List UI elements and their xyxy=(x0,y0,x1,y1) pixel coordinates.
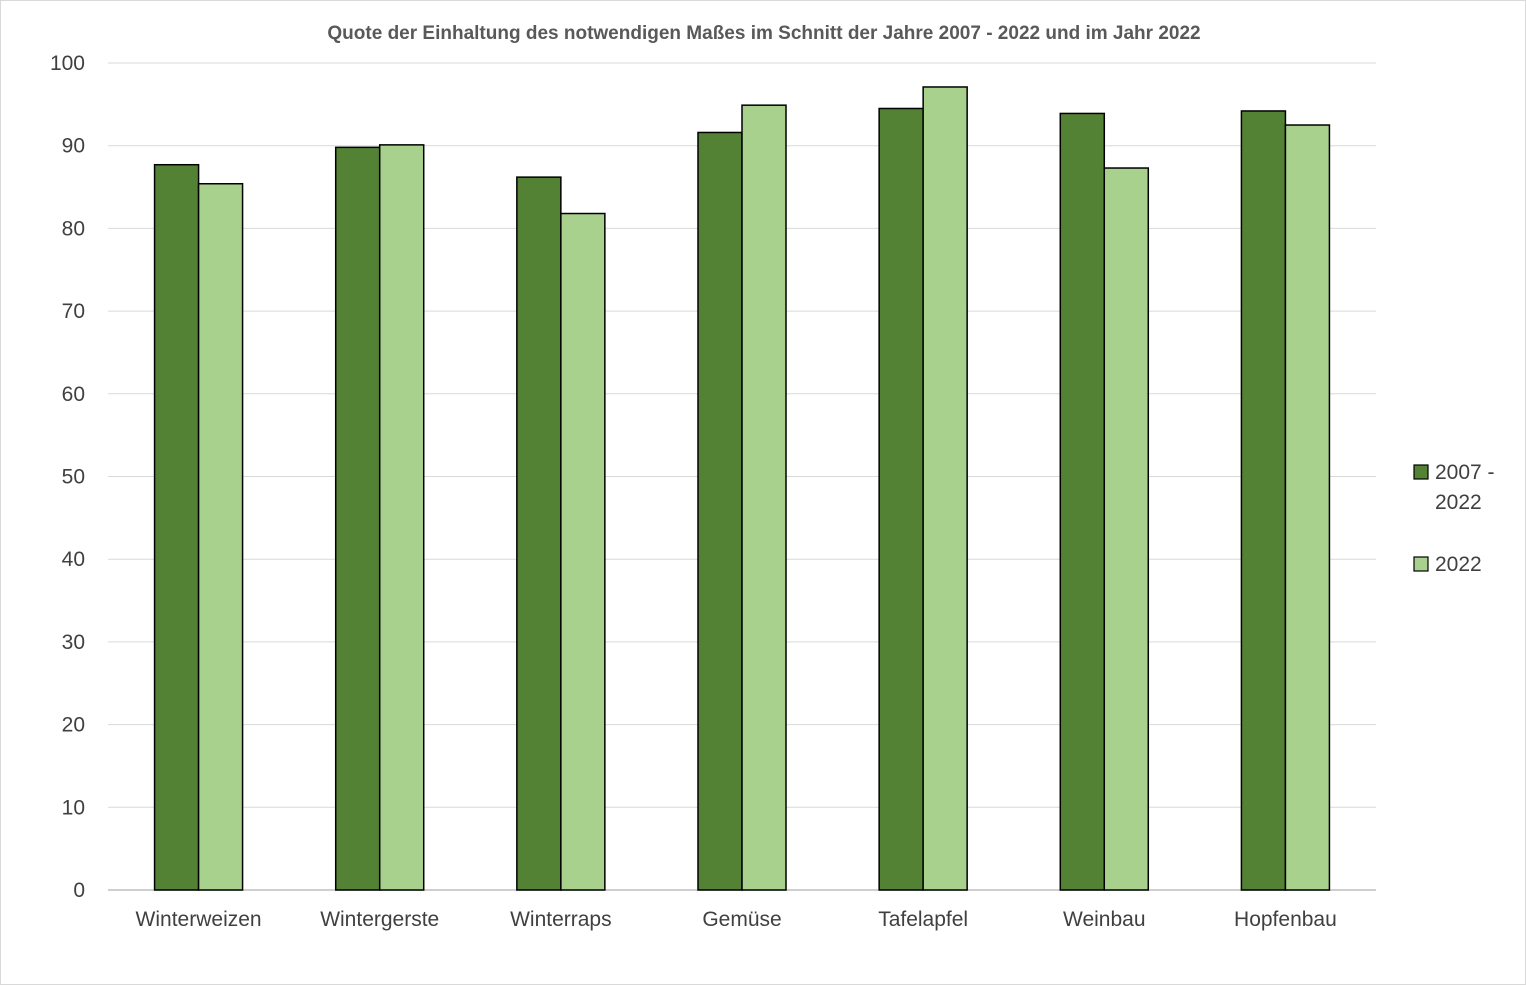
y-tick-label: 0 xyxy=(73,879,85,902)
bar xyxy=(560,212,606,891)
bar xyxy=(922,86,968,891)
legend-item: 2022 xyxy=(1413,553,1482,576)
x-axis-tick-labels: Winterweizen Wintergerste Winterraps Gemüse… xyxy=(136,908,1337,931)
y-tick-label: 10 xyxy=(62,796,85,819)
y-tick-label: 60 xyxy=(62,383,85,406)
legend-swatch xyxy=(1413,464,1429,480)
legend-label: 2007 -2022 xyxy=(1435,461,1495,514)
bar xyxy=(197,182,244,891)
x-tick-label: Winterweizen xyxy=(136,908,262,931)
bars xyxy=(153,86,1331,891)
y-axis-tick-labels: 0 10 20 30 40 50 60 70 80 90 100 xyxy=(50,52,85,902)
y-tick-label: 70 xyxy=(62,300,85,323)
chart-title: Quote der Einhaltung des notwendigen Maß… xyxy=(327,23,1200,44)
bar xyxy=(1240,110,1287,891)
x-tick-label: Hopfenbau xyxy=(1234,908,1337,931)
legend: 2007 -2022 2022 xyxy=(1413,461,1495,576)
x-tick-label: Weinbau xyxy=(1063,908,1146,931)
y-tick-label: 40 xyxy=(62,548,85,571)
bar xyxy=(741,104,787,891)
legend-label: 2022 xyxy=(1435,553,1482,576)
y-tick-label: 50 xyxy=(62,466,85,489)
x-tick-label: Gemüse xyxy=(702,908,781,931)
y-tick-label: 20 xyxy=(62,714,85,737)
x-tick-label: Winterraps xyxy=(510,908,612,931)
bar xyxy=(153,163,200,891)
bar xyxy=(378,144,425,891)
y-tick-label: 80 xyxy=(62,217,85,240)
bar xyxy=(334,146,381,891)
bar xyxy=(1284,124,1331,891)
bar xyxy=(878,107,924,891)
x-tick-label: Wintergerste xyxy=(320,908,439,931)
y-tick-label: 30 xyxy=(62,631,85,654)
legend-swatch xyxy=(1413,556,1429,572)
bar xyxy=(1059,112,1106,891)
y-tick-label: 90 xyxy=(62,135,85,158)
bar xyxy=(516,176,562,891)
y-tick-label: 100 xyxy=(50,52,85,75)
bar xyxy=(697,131,743,891)
bar xyxy=(1103,167,1150,891)
x-tick-label: Tafelapfel xyxy=(878,908,968,931)
legend-item: 2007 -2022 xyxy=(1413,461,1495,514)
